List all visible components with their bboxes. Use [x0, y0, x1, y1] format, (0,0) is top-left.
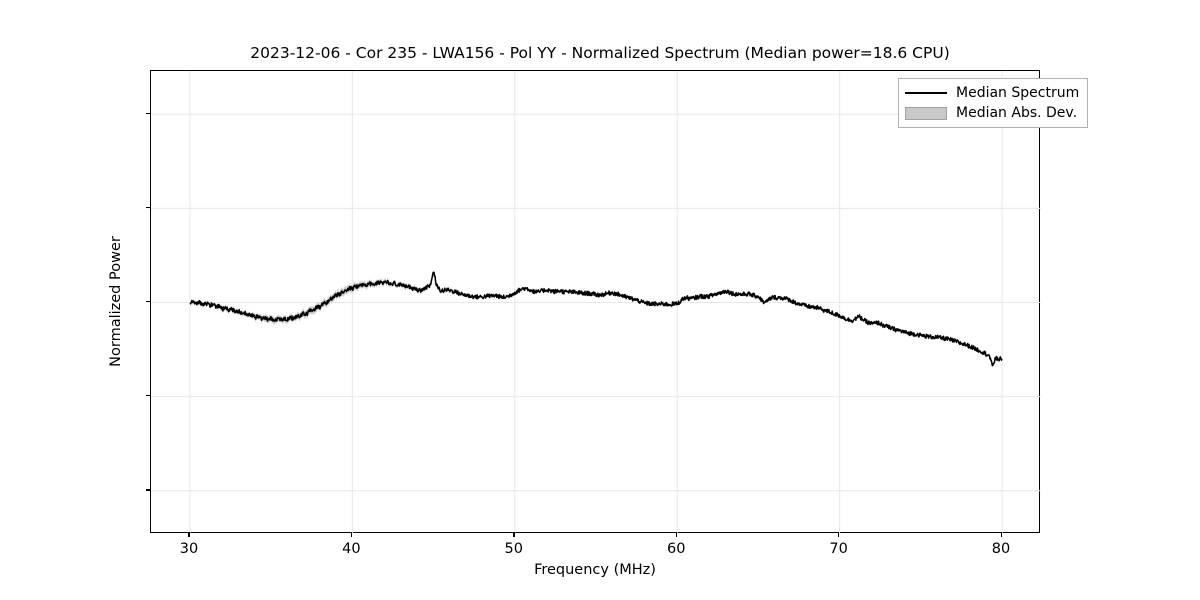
- x-tick-mark: [675, 532, 677, 537]
- legend-item-median-spectrum: Median Spectrum: [905, 83, 1079, 103]
- chart-title: 2023-12-06 - Cor 235 - LWA156 - Pol YY -…: [250, 44, 950, 62]
- y-tick-mark: [146, 395, 151, 397]
- x-tick-mark: [513, 532, 515, 537]
- x-tick-label: 50: [504, 541, 524, 557]
- line-sample-icon: [905, 86, 947, 100]
- y-tick-mark: [146, 206, 151, 209]
- x-tick-mark: [188, 532, 190, 537]
- band-sample-icon: [905, 106, 947, 120]
- y-tick-mark: [146, 489, 151, 491]
- legend-item-median-abs-dev: Median Abs. Dev.: [905, 103, 1079, 123]
- legend-label-median-spectrum: Median Spectrum: [956, 85, 1080, 101]
- x-tick-mark: [350, 532, 353, 537]
- legend-label-median-abs-dev: Median Abs. Dev.: [956, 105, 1078, 121]
- y-tick-mark: [146, 301, 151, 303]
- median-spectrum-line: [189, 271, 1003, 367]
- x-tick-label: 80: [991, 541, 1011, 557]
- x-tick-label: 70: [829, 541, 848, 557]
- x-tick-label: 40: [342, 541, 361, 557]
- x-tick-mark: [1000, 532, 1002, 537]
- y-tick-mark: [146, 112, 151, 115]
- plot-data-area: [151, 71, 1041, 534]
- legend-box: Median Spectrum Median Abs. Dev.: [898, 78, 1089, 128]
- median-abs-dev-band: [189, 270, 1003, 368]
- x-tick-label: 30: [179, 541, 199, 557]
- plot-axes-frame: [150, 70, 1041, 534]
- x-axis-label: Frequency (MHz): [534, 562, 656, 578]
- y-axis-label: Normalized Power: [108, 236, 124, 367]
- x-tick-label: 60: [666, 541, 686, 557]
- x-tick-mark: [838, 532, 840, 537]
- gridlines: [151, 71, 1041, 534]
